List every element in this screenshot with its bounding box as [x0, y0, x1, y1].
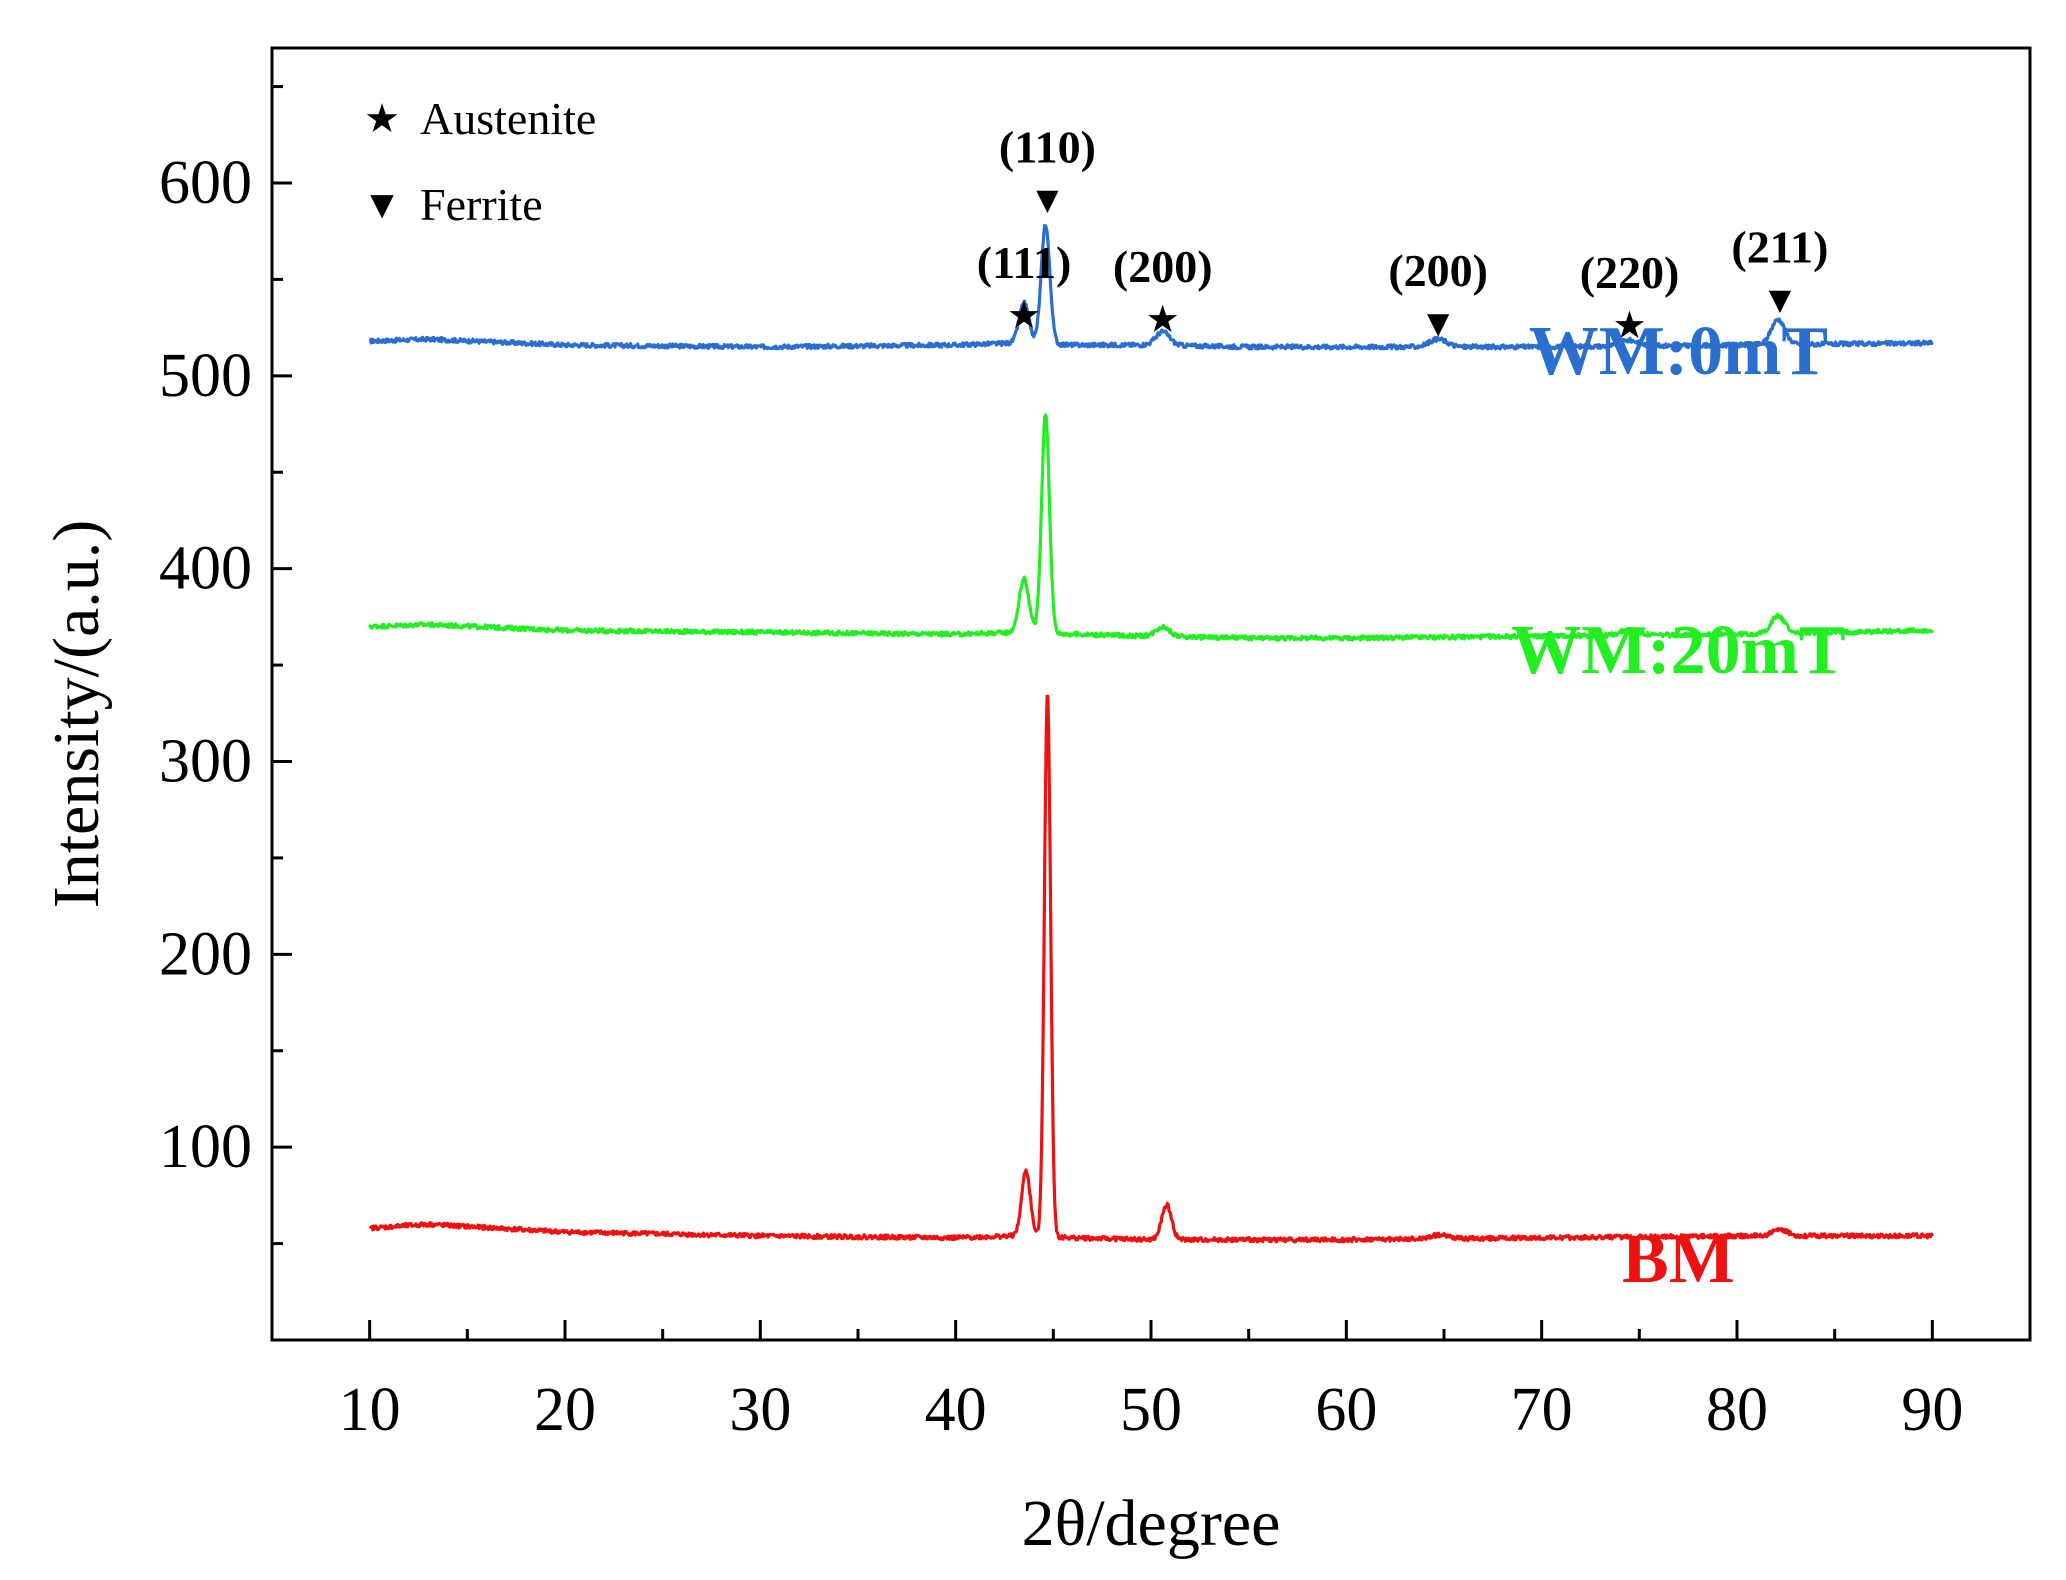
ferrite-peak-marker: ▼: [1419, 303, 1457, 345]
x-tick-label: 80: [1706, 1376, 1768, 1444]
legend-label: Ferrite: [420, 179, 543, 230]
x-axis-label: 2θ/degree: [1022, 1487, 1281, 1560]
y-tick-label: 500: [159, 342, 252, 410]
peak-index-label: (200): [1388, 245, 1488, 296]
austenite-peak-marker: ★: [1146, 299, 1180, 341]
peak-index-label: (110): [999, 121, 1096, 172]
x-tick-label: 20: [534, 1376, 596, 1444]
legend-symbol: ▼: [362, 182, 402, 227]
x-tick-label: 40: [925, 1376, 987, 1444]
legend-label: Austenite: [420, 93, 596, 144]
x-tick-label: 70: [1511, 1376, 1573, 1444]
y-tick-label: 200: [159, 920, 252, 988]
y-tick-label: 300: [159, 727, 252, 795]
y-tick-label: 600: [159, 149, 252, 217]
x-tick-label: 90: [1901, 1376, 1963, 1444]
peak-index-label: (111): [977, 237, 1072, 288]
x-tick-label: 50: [1120, 1376, 1182, 1444]
peak-index-label: (220): [1580, 247, 1680, 298]
series-line-wm-0mt: [368, 224, 1934, 351]
series-line-bm: [368, 694, 1934, 1244]
x-tick-label: 60: [1315, 1376, 1377, 1444]
x-tick-label: 30: [729, 1376, 791, 1444]
series-label-wm-20mt: WM:20mT: [1511, 612, 1845, 689]
austenite-peak-marker: ★: [1007, 295, 1041, 337]
ferrite-peak-marker: ▼: [1029, 179, 1067, 221]
y-tick-label: 400: [159, 535, 252, 603]
series-line-wm-20mt: [368, 413, 1934, 642]
austenite-peak-marker: ★: [1613, 305, 1647, 347]
ferrite-peak-marker: ▼: [1761, 280, 1799, 322]
peak-index-label: (200): [1113, 241, 1213, 292]
series-label-wm-0mt: WM:0mT: [1529, 313, 1828, 390]
legend-symbol: ★: [364, 96, 400, 141]
y-axis-label: Intensity/(a.u.): [40, 520, 113, 909]
series-label-bm: BM: [1622, 1221, 1735, 1298]
peak-index-label: (211): [1731, 222, 1828, 273]
y-tick-label: 100: [159, 1113, 252, 1181]
x-tick-label: 10: [339, 1376, 401, 1444]
